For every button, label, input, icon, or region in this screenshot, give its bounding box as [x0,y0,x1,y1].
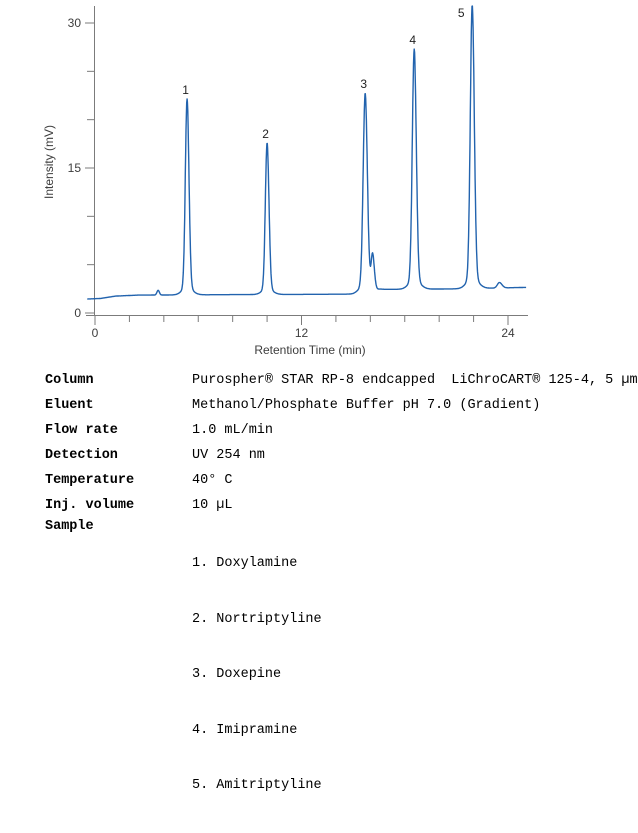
x-tick-label: 0 [92,326,99,340]
condition-label: Column [45,373,94,388]
sample-item: 4. Imipramine [192,722,298,738]
y-tick-label: 15 [68,161,82,175]
y-tick-label: 30 [68,16,82,30]
condition-row-flow-rate: Flow rate 1.0 mL/min [45,418,638,443]
condition-row-eluent: Eluent Methanol/Phosphate Buffer pH 7.0 … [45,393,638,418]
condition-value: UV 254 nm [192,448,265,463]
condition-row-inj-volume: Inj. volume 10 µL [45,493,638,518]
condition-row-detection: Detection UV 254 nm [45,443,638,468]
condition-label: Inj. volume [45,498,135,513]
condition-label: Flow rate [45,423,118,438]
x-tick-label: 24 [501,326,515,340]
chromatogram-chart: 0 12 24 0 15 30 Intensity (mV) Retention Time (… [0,0,638,362]
condition-label: Eluent [45,398,94,413]
sample-item: 5. Amitriptyline [192,778,322,793]
peak-label-4: 4 [409,33,416,47]
condition-value: 1.0 mL/min [192,423,274,438]
condition-value: Purospher® STAR RP-8 endcapped LiChroCAR… [192,373,638,388]
x-axis-title: Retention Time (min) [254,343,365,357]
peak-label-2: 2 [262,127,269,141]
condition-value: 40° C [192,473,233,488]
sample-item: 3. Doxepine [192,667,282,682]
condition-label: Temperature [45,473,135,488]
sample-item: 1. Doxylamine [192,556,298,571]
x-tick-label: 12 [295,326,309,340]
condition-label: Sample [45,519,94,534]
condition-row-temperature: Temperature 40° C [45,468,638,493]
condition-row-column: Column Purospher® STAR RP-8 endcapped Li… [45,368,638,393]
y-axis-title: Intensity (mV) [42,125,56,199]
peak-label-3: 3 [360,77,367,91]
sample-list: 1. Doxylamine 2. Nortriptyline 3. Doxepi… [192,518,322,833]
peak-label-5: 5 [458,6,465,20]
y-tick-label: 0 [74,306,81,320]
condition-label: Detection [45,448,118,463]
condition-row-sample: Sample 1. Doxylamine 2. Nortriptyline 3.… [45,518,638,833]
condition-value: Methanol/Phosphate Buffer pH 7.0 (Gradie… [192,398,541,413]
sample-item: 2. Nortriptyline [192,611,322,627]
peak-label-1: 1 [182,83,189,97]
conditions-table: Column Purospher® STAR RP-8 endcapped Li… [45,368,638,833]
chromatogram-trace [86,5,527,300]
condition-value: 10 µL [192,498,233,513]
